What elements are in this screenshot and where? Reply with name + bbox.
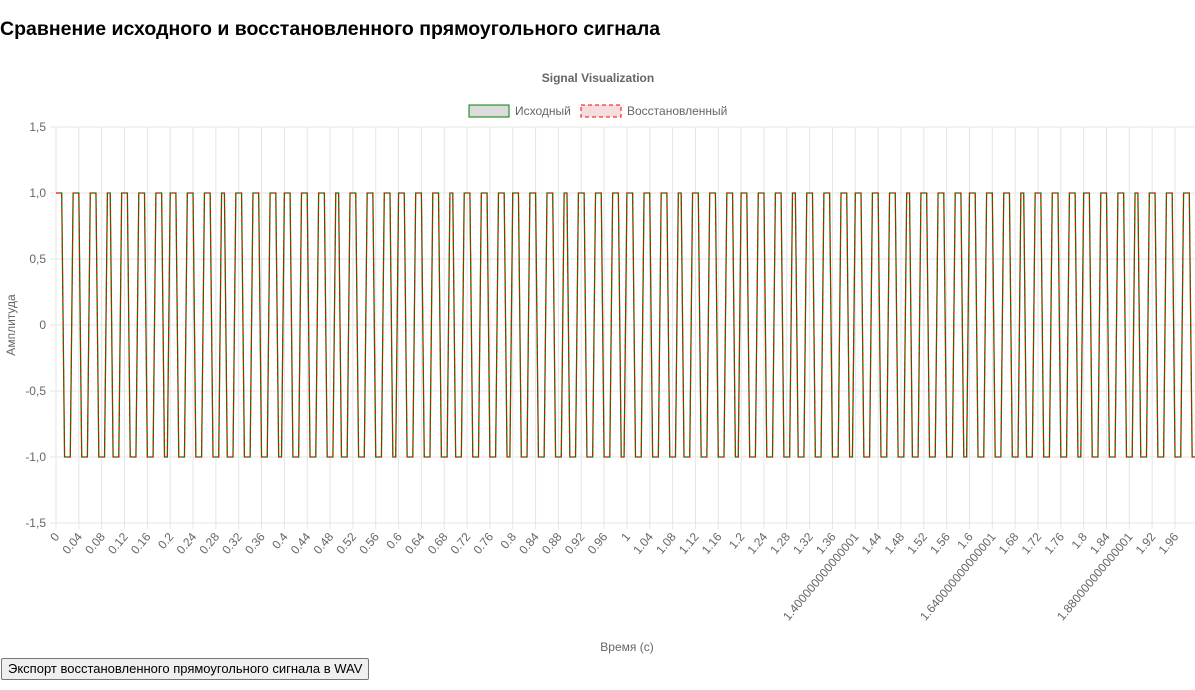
x-tick-label: 0.96 <box>585 530 611 557</box>
y-tick-label: -1,0 <box>25 450 46 464</box>
x-axis-title: Время (с) <box>600 640 653 654</box>
x-tick-label: 1.72 <box>1019 530 1045 557</box>
x-tick-label: 0.44 <box>288 530 314 557</box>
x-tick-label: 0.68 <box>425 530 451 557</box>
y-tick-label: -1,5 <box>25 516 46 530</box>
legend-swatch-original <box>468 104 510 118</box>
x-tick-label: 0.24 <box>174 530 200 557</box>
chart-title: Signal Visualization <box>542 71 654 85</box>
x-tick-label: 0.52 <box>333 530 359 557</box>
x-tick-label: 1.76 <box>1041 530 1067 557</box>
x-tick-label: 0.88 <box>539 530 565 557</box>
x-tick-label: 0.64 <box>402 530 428 557</box>
signal-chart: Signal Visualization Исходный Восстановлен… <box>4 71 1195 654</box>
x-tick-label: 0.28 <box>196 530 222 557</box>
x-tick-label: 0.92 <box>562 530 588 557</box>
y-tick-label: 0,5 <box>29 252 46 266</box>
x-tick-label: 1.12 <box>676 530 702 557</box>
page-title: Сравнение исходного и восстановленного п… <box>0 18 661 40</box>
x-tick-label: 1.52 <box>904 530 930 557</box>
x-tick-label: 0.36 <box>242 530 268 557</box>
y-tick-label: 0 <box>39 318 46 332</box>
y-tick-label: 1,0 <box>29 186 46 200</box>
legend-swatch-reconstructed <box>580 104 622 118</box>
x-tick-label: 0.16 <box>128 530 154 557</box>
export-wav-button[interactable]: Экспорт восстановленного прямоугольного … <box>1 658 370 680</box>
x-tick-label: 1.28 <box>767 530 793 557</box>
x-tick-label: 1.92 <box>1133 530 1159 557</box>
y-tick-label: -0,5 <box>25 384 46 398</box>
x-tick-label: 0.76 <box>470 530 496 557</box>
x-tick-label: 1.48 <box>882 530 908 557</box>
x-tick-label: 1.56 <box>927 530 953 557</box>
series-line-reconstructed <box>56 192 1195 458</box>
x-tick-label: 1.24 <box>745 530 771 557</box>
x-tick-label: 0.72 <box>448 530 474 557</box>
x-tick-label: 1.16 <box>699 530 725 557</box>
x-tick-label: 1.96 <box>1156 530 1182 557</box>
x-tick-label: 0.48 <box>311 530 337 557</box>
y-tick-label: 1,5 <box>29 120 46 134</box>
x-tick-label: 0.84 <box>516 530 542 557</box>
x-tick-label: 0.04 <box>59 530 85 557</box>
x-tick-label: 1.44 <box>859 530 885 557</box>
x-tick-label: 1.68 <box>996 530 1022 557</box>
x-tick-label: 0 <box>47 530 62 544</box>
x-tick-label: 1 <box>618 530 633 544</box>
legend-label-reconstructed: Восстановленный <box>627 104 727 118</box>
x-tick-label: 0.56 <box>356 530 382 557</box>
x-tick-label: 0.32 <box>219 530 245 557</box>
x-tick-label: 1.08 <box>653 530 679 557</box>
x-tick-label: 1.04 <box>630 530 656 557</box>
y-axis-title: Амплитуда <box>4 294 18 356</box>
x-tick-label: 0.12 <box>105 530 131 557</box>
x-tick-label: 0.08 <box>82 530 108 557</box>
x-tick-label: 1.32 <box>790 530 816 557</box>
legend-label-original: Исходный <box>515 104 571 118</box>
